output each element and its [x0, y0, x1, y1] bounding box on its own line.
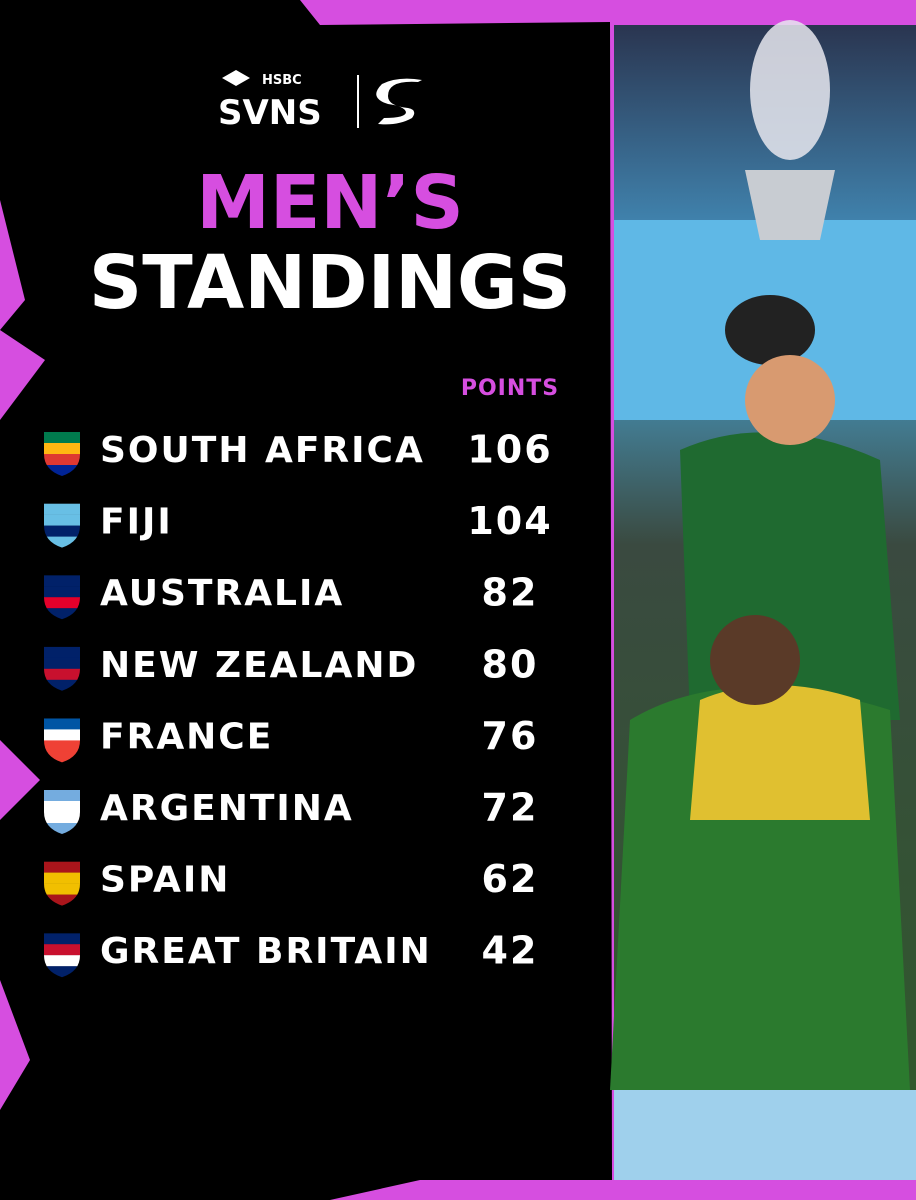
- flag-stripe: [44, 729, 80, 741]
- flag-stripe: [44, 861, 80, 873]
- flag-stripe: [44, 575, 80, 587]
- flag-stripe: [44, 790, 80, 802]
- team-points: 62: [482, 857, 539, 901]
- team-name: AUSTRALIA: [100, 573, 344, 614]
- flag-icon: [44, 432, 80, 476]
- flag-stripe: [44, 646, 80, 658]
- team-points: 72: [482, 786, 539, 830]
- title-line-2: STANDINGS: [89, 240, 571, 326]
- flag-stripe: [44, 801, 80, 813]
- flag-icon: [44, 790, 80, 834]
- team-points: 104: [467, 499, 552, 543]
- standings-row: FRANCE 76: [44, 714, 539, 763]
- team-points: 42: [482, 929, 539, 973]
- logo: HSBC SVNS: [218, 70, 422, 133]
- flag-stripe: [44, 883, 80, 895]
- flag-stripe: [44, 823, 80, 834]
- team-name: FIJI: [100, 502, 173, 543]
- team-name: GREAT BRITAIN: [100, 931, 432, 972]
- standings-row: AUSTRALIA 82: [44, 571, 539, 620]
- flag-stripe: [44, 432, 80, 444]
- flag-stripe: [44, 503, 80, 515]
- points-header: POINTS: [461, 376, 559, 401]
- standings-rows: SOUTH AFRICA 106 FIJI 104 AUSTRALIA 82 NEW ZEA…: [44, 428, 552, 978]
- standings-row: NEW ZEALAND 80: [44, 642, 539, 691]
- flag-stripe: [44, 536, 80, 548]
- flag-stripe: [44, 679, 80, 691]
- flag-icon: [44, 646, 80, 691]
- hsbc-mark: [222, 70, 250, 86]
- title-line-1: MEN’S: [196, 160, 464, 246]
- standings-row: SOUTH AFRICA 106: [44, 428, 552, 476]
- flag-stripe: [44, 933, 80, 945]
- panel-notch: [0, 330, 45, 420]
- flag-stripe: [44, 443, 80, 455]
- team-points: 80: [482, 642, 539, 686]
- team-name: ARGENTINA: [100, 788, 354, 829]
- team-points: 82: [482, 571, 539, 615]
- team-name: NEW ZEALAND: [100, 645, 418, 686]
- flag-icon: [44, 861, 80, 906]
- flag-stripe: [44, 525, 80, 537]
- flag-icon: [44, 503, 80, 548]
- flag-stripe: [44, 657, 80, 669]
- team-points: 76: [482, 714, 539, 758]
- standings-row: ARGENTINA 72: [44, 786, 539, 834]
- flag-stripe: [44, 718, 80, 730]
- flag-stripe: [44, 812, 80, 824]
- flag-stripe: [44, 955, 80, 967]
- flag-stripe: [44, 894, 80, 906]
- flag-icon: [44, 718, 80, 763]
- standings-row: SPAIN 62: [44, 857, 539, 906]
- standings-row: FIJI 104: [44, 499, 552, 548]
- flag-stripe: [44, 872, 80, 884]
- black-panel: [0, 0, 612, 1200]
- standings-row: GREAT BRITAIN 42: [44, 929, 539, 978]
- brand-name: SVNS: [218, 93, 322, 133]
- team-name: SOUTH AFRICA: [100, 430, 425, 471]
- flag-stripe: [44, 944, 80, 956]
- flag-stripe: [44, 514, 80, 526]
- flag-stripe: [44, 597, 80, 609]
- flag-stripe: [44, 454, 80, 466]
- flag-stripe: [44, 740, 80, 752]
- flag-stripe: [44, 586, 80, 598]
- flag-stripe: [44, 608, 80, 620]
- team-points: 106: [467, 428, 552, 472]
- flag-icon: [44, 933, 80, 978]
- photo: [610, 20, 916, 1180]
- flag-icon: [44, 575, 80, 620]
- sponsor-name: HSBC: [262, 73, 302, 88]
- flag-stripe: [44, 966, 80, 978]
- flag-stripe: [44, 465, 80, 476]
- panel-notch: [0, 740, 40, 820]
- team-name: FRANCE: [100, 716, 273, 757]
- team-name: SPAIN: [100, 860, 230, 901]
- flag-stripe: [44, 751, 80, 763]
- flag-stripe: [44, 668, 80, 680]
- s-mark: [376, 78, 422, 125]
